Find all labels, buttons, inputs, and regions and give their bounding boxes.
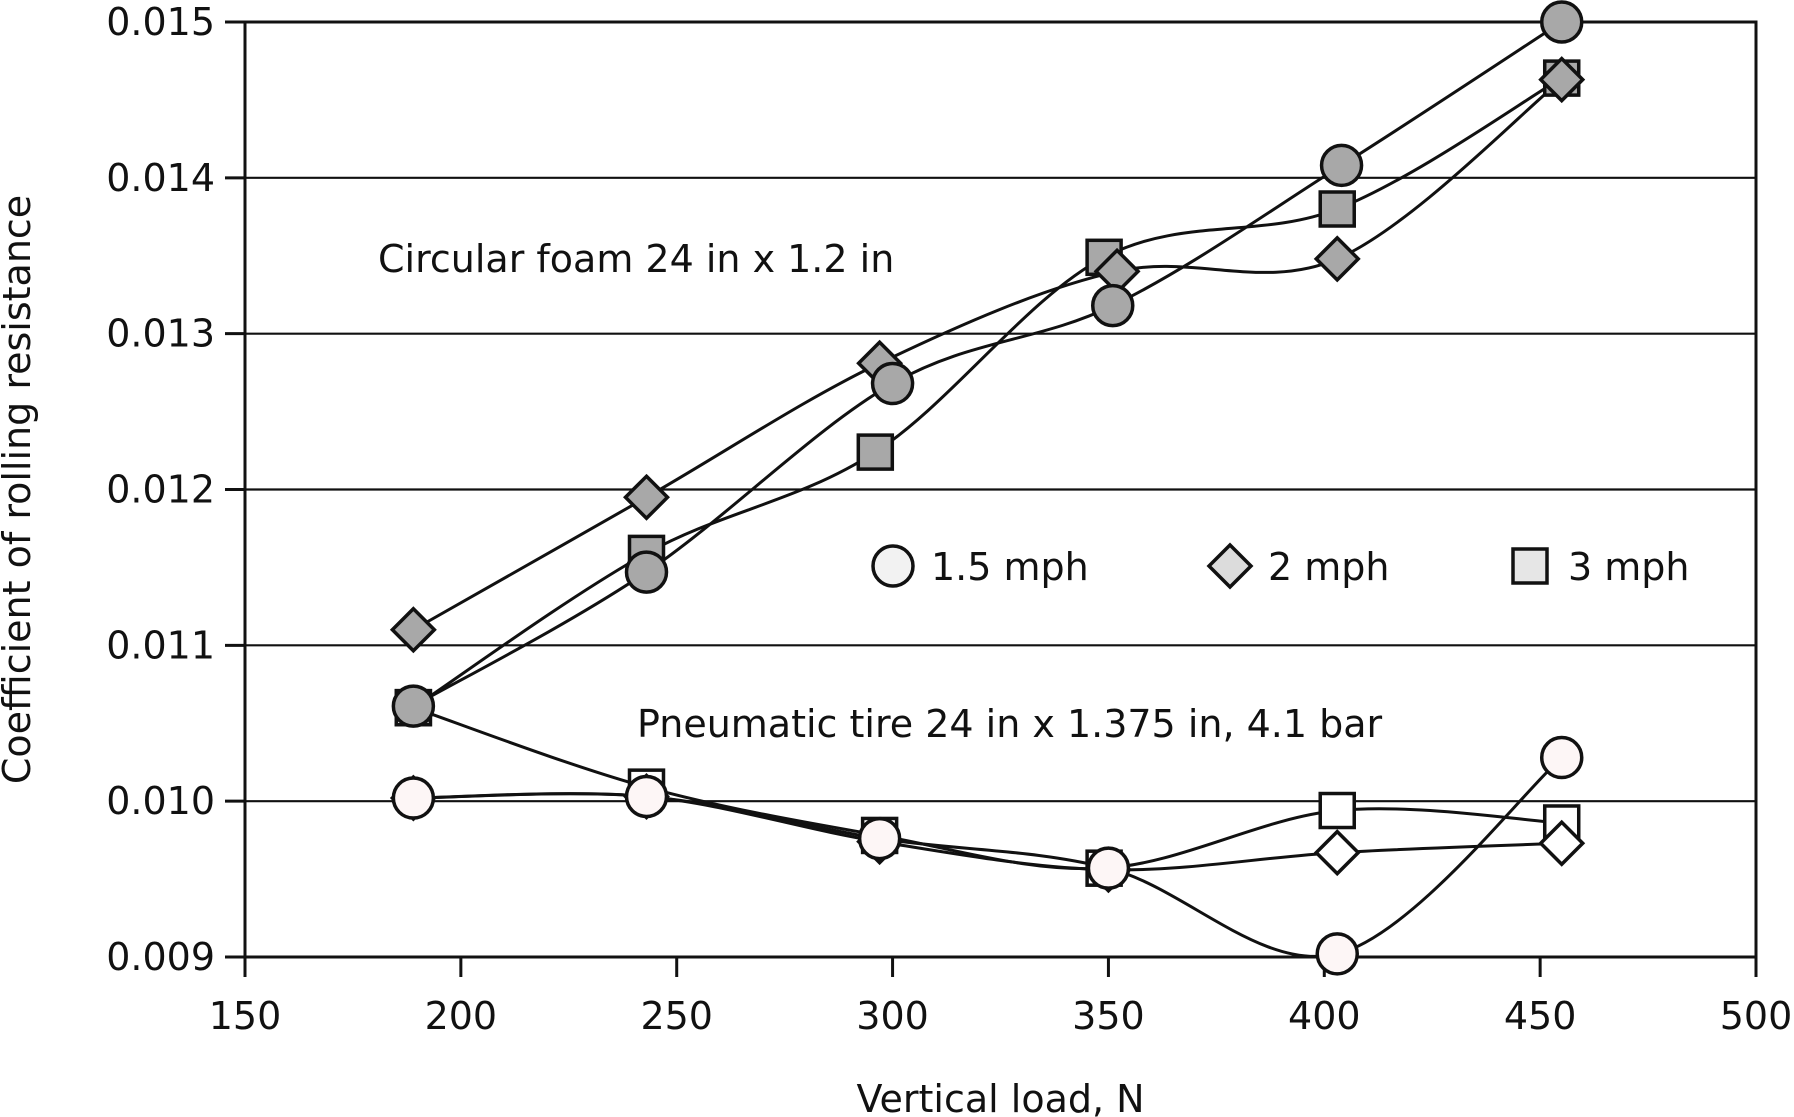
series-line-0 [412,20,1563,708]
legend-marker-shape-2 [1511,547,1549,585]
point-s3-1 [624,774,669,819]
x-tick-label-7: 500 [1720,994,1793,1038]
x-tick-label-3: 300 [856,994,929,1038]
point-s2-2 [856,433,895,471]
series-line-2 [412,76,1563,709]
y-tick-label-2: 0.011 [106,623,215,667]
y-tick-label-1: 0.010 [106,779,215,823]
y-tick-label-4: 0.013 [106,312,215,356]
y-tick-label-3: 0.012 [106,468,215,512]
grid-lines [245,176,1756,803]
series-line-5 [412,706,1562,871]
point-s5-4 [1318,791,1356,830]
point-s1-4 [1313,235,1361,283]
point-s2-4 [1318,190,1356,228]
point-s0-5 [1539,0,1584,44]
point-s4-4 [1313,829,1361,877]
y-tick-label-6: 0.015 [106,0,215,44]
x-axis-title: Vertical load, N [856,1077,1144,1117]
legend-label-3-mph: 3 mph [1568,545,1689,589]
y-tick-label-0: 0.009 [106,935,215,979]
x-tick-label-1: 200 [425,994,498,1038]
x-tick-label-5: 400 [1288,994,1361,1038]
x-tick-label-6: 450 [1504,994,1577,1038]
annotation-pneumatic: Pneumatic tire 24 in x 1.375 in, 4.1 bar [637,702,1383,746]
legend-marker-shape-1 [1206,542,1254,590]
y-tick-label-5: 0.014 [106,156,215,200]
legend-label-2-mph: 2 mph [1268,545,1389,589]
point-s3-3 [1086,846,1131,890]
legend-diamond-icon [1206,542,1254,590]
annotation-foam: Circular foam 24 in x 1.2 in [378,237,894,281]
point-s1-5 [1538,56,1586,104]
axis-ticks: 150 200 250 300 350 400 450 500 0.009 0.010 0.011 0… [106,0,1792,1038]
legend-square-icon [1511,547,1549,585]
point-s3-5 [1539,735,1584,780]
x-tick-label-0: 150 [209,994,282,1038]
point-s3-2 [857,816,902,861]
legend-label-1-5-mph: 1.5 mph [931,545,1089,589]
y-axis-title: Coefficient of rolling resistance [0,195,39,784]
point-s0-4 [1319,143,1364,188]
point-s0-1 [624,550,669,594]
x-tick-label-2: 250 [640,994,713,1038]
point-s1-0 [389,606,437,654]
legend-circle-icon [871,544,915,588]
series-markers [389,0,1586,976]
point-s1-1 [623,473,670,521]
legend-marker-shape-0 [871,544,915,588]
x-tick-label-4: 350 [1072,994,1145,1038]
point-s0-3 [1090,283,1135,328]
series-line-1 [412,78,1563,632]
point-s3-4 [1315,932,1359,976]
point-s0-2 [870,361,915,406]
legend: 1.5 mph 2 mph 3 mph [871,542,1689,590]
point-s4-5 [1538,819,1586,867]
point-s0-0 [391,684,436,728]
point-s3-0 [391,776,436,820]
